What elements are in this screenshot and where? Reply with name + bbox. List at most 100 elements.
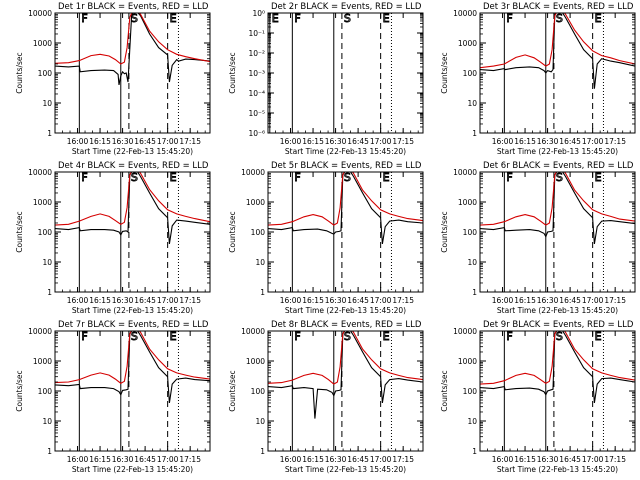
x-tick-label: 16:00 — [492, 137, 514, 146]
marker-label: F — [294, 12, 300, 25]
x-tick-label: 16:00 — [67, 296, 89, 305]
y-tick-label: 10⁰ — [252, 9, 265, 18]
x-axis-title: Start Time (22-Feb-13 15:45:20) — [72, 465, 193, 474]
y-axis-title: Counts/sec — [440, 211, 449, 252]
y-tick-label: 10000 — [241, 327, 265, 336]
x-tick-label: 17:00 — [157, 455, 179, 464]
x-tick-label: 16:15 — [89, 455, 111, 464]
x-tick-label: 17:15 — [179, 455, 201, 464]
x-tick-label: 16:15 — [89, 296, 111, 305]
x-tick-label: 16:15 — [514, 296, 536, 305]
x-tick-label: 17:15 — [392, 137, 414, 146]
marker-label: F — [294, 330, 300, 343]
marker-label: S — [556, 171, 563, 184]
x-axis-title: Start Time (22-Feb-13 15:45:20) — [497, 147, 618, 156]
marker-label: S — [131, 12, 138, 25]
y-tick-label: 10000 — [28, 327, 52, 336]
marker-label: F — [81, 12, 87, 25]
x-tick-label: 17:00 — [157, 296, 179, 305]
series-line-lld — [268, 172, 423, 226]
y-tick-label: 100 — [38, 228, 53, 237]
x-tick-label: 16:45 — [559, 455, 581, 464]
x-tick-label: 16:30 — [112, 137, 134, 146]
x-tick-label: 16:30 — [537, 137, 559, 146]
chart-title: Det 9r BLACK = Events, RED = LLD — [483, 320, 634, 330]
x-tick-label: 17:15 — [179, 137, 201, 146]
y-tick-label: 1000 — [458, 357, 477, 366]
marker-label: E — [170, 171, 177, 184]
marker-label: F — [81, 171, 87, 184]
y-tick-label: 10⁻¹ — [248, 29, 265, 38]
x-axis-title: Start Time (22-Feb-13 15:45:20) — [285, 306, 406, 315]
plot-frame — [54, 171, 211, 293]
y-tick-label: 100 — [38, 387, 53, 396]
series-line-events — [55, 13, 210, 86]
marker-label: E — [170, 330, 177, 343]
y-tick-label: 100 — [251, 387, 266, 396]
y-tick-label: 1000 — [33, 39, 52, 48]
plot-frame — [267, 171, 424, 293]
x-tick-label: 16:15 — [514, 137, 536, 146]
y-tick-label: 1000 — [33, 357, 52, 366]
x-tick-label: 16:00 — [280, 455, 302, 464]
marker-label: E — [170, 12, 177, 25]
y-tick-label: 10 — [255, 258, 265, 267]
marker-label: F — [506, 171, 512, 184]
x-tick-label: 17:00 — [370, 137, 392, 146]
y-tick-label: 1000 — [246, 198, 265, 207]
y-tick-label: 10⁻⁴ — [248, 89, 265, 98]
x-axis-title: Start Time (22-Feb-13 15:45:20) — [285, 465, 406, 474]
y-tick-label: 10 — [42, 417, 52, 426]
x-tick-label: 16:30 — [325, 137, 347, 146]
x-tick-label: 17:00 — [582, 455, 604, 464]
x-tick-label: 16:30 — [112, 296, 134, 305]
plot-frame — [267, 330, 424, 452]
x-tick-label: 16:45 — [347, 296, 369, 305]
chart-title: Det 5r BLACK = Events, RED = LLD — [271, 161, 422, 171]
series-line-lld — [480, 172, 635, 226]
y-tick-label: 1000 — [458, 39, 477, 48]
marker-label: F — [506, 12, 512, 25]
y-tick-label: 1 — [47, 447, 52, 456]
y-tick-label: 10⁻² — [248, 49, 265, 58]
chart-title: Det 8r BLACK = Events, RED = LLD — [271, 320, 422, 330]
y-tick-label: 10⁻⁶ — [248, 129, 265, 138]
x-tick-label: 16:45 — [134, 296, 156, 305]
x-tick-label: 16:30 — [537, 296, 559, 305]
x-tick-label: 17:00 — [370, 296, 392, 305]
chart-title: Det 2r BLACK = Events, RED = LLD — [271, 2, 422, 12]
x-tick-label: 17:00 — [582, 137, 604, 146]
x-tick-label: 17:15 — [392, 455, 414, 464]
y-tick-label: 10000 — [453, 168, 477, 177]
marker-label: E — [272, 12, 279, 25]
y-tick-label: 1 — [472, 288, 477, 297]
y-tick-label: 10 — [467, 417, 477, 426]
plot-frame — [54, 330, 211, 452]
marker-label: S — [131, 330, 138, 343]
x-tick-label: 16:45 — [347, 455, 369, 464]
y-axis-title: Counts/sec — [228, 211, 237, 252]
marker-label: E — [595, 171, 602, 184]
x-tick-label: 16:45 — [134, 455, 156, 464]
x-tick-label: 16:00 — [67, 137, 89, 146]
y-axis-title: Counts/sec — [15, 211, 24, 252]
y-tick-label: 1 — [47, 288, 52, 297]
marker-label: E — [383, 12, 390, 25]
marker-label: S — [131, 171, 138, 184]
y-tick-label: 1 — [472, 129, 477, 138]
x-axis-title: Start Time (22-Feb-13 15:45:20) — [497, 465, 618, 474]
x-tick-label: 16:15 — [89, 137, 111, 146]
marker-label: S — [344, 12, 351, 25]
x-axis-title: Start Time (22-Feb-13 15:45:20) — [497, 306, 618, 315]
y-tick-label: 100 — [463, 228, 478, 237]
y-tick-label: 100 — [251, 228, 266, 237]
y-axis-title: Counts/sec — [440, 370, 449, 411]
